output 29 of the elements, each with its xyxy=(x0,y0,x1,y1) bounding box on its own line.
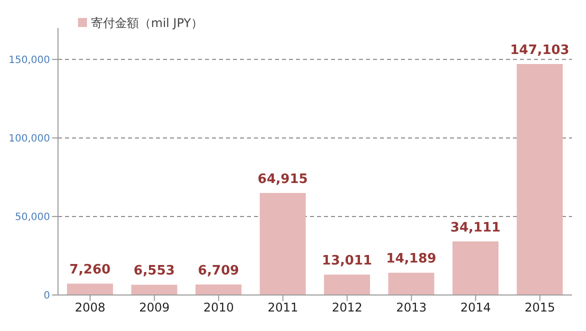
y-tick-label: 50,000 xyxy=(15,212,50,224)
bar xyxy=(388,272,434,295)
x-tick-label: 2009 xyxy=(139,300,170,315)
bar xyxy=(66,284,113,295)
legend-label: 寄付金額（mil JPY） xyxy=(91,16,204,30)
x-tick-label: 2014 xyxy=(460,300,491,315)
data-label: 14,189 xyxy=(386,252,436,267)
data-label: 13,011 xyxy=(322,254,372,269)
x-tick-label: 2008 xyxy=(74,300,106,315)
data-label: 6,709 xyxy=(198,263,240,278)
x-tick-label: 2010 xyxy=(203,300,234,315)
bar xyxy=(195,284,242,295)
bar xyxy=(131,284,178,295)
data-label: 7,260 xyxy=(69,262,111,278)
data-label: 147,103 xyxy=(510,42,570,58)
data-label: 6,553 xyxy=(134,264,175,279)
y-tick-label: 100,000 xyxy=(8,133,50,144)
x-tick-label: 2012 xyxy=(332,300,362,315)
x-tick-label: 2011 xyxy=(268,300,298,315)
bar xyxy=(260,193,306,295)
data-label: 64,915 xyxy=(258,172,308,188)
x-tick-label: 2015 xyxy=(524,300,556,315)
x-tick-label: 2013 xyxy=(396,300,427,315)
y-tick-label: 150,000 xyxy=(8,54,50,66)
y-tick-label: 0 xyxy=(44,290,50,302)
bar xyxy=(452,241,498,295)
data-label: 34,111 xyxy=(450,220,501,236)
bar xyxy=(516,64,563,295)
bar xyxy=(324,274,370,295)
